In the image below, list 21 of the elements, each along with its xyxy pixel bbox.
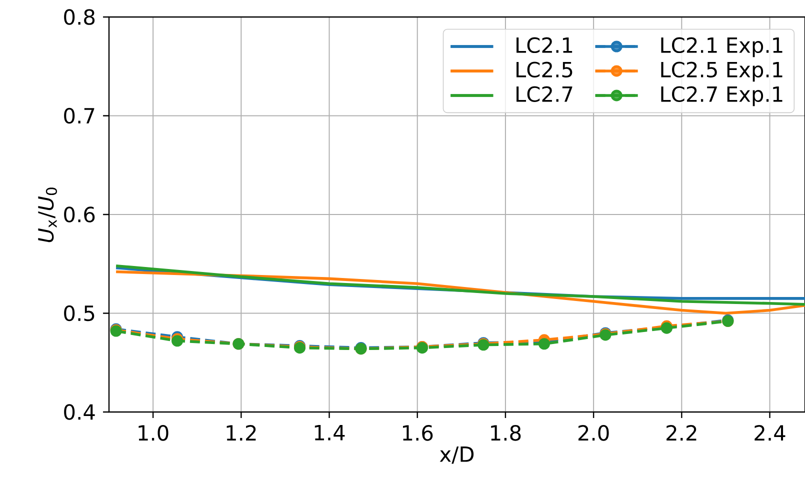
y-tick-label: 0.8 <box>64 9 95 25</box>
legend-label: LC2.1 <box>516 37 572 54</box>
y-tick-label: 0.5 <box>64 305 94 322</box>
x-tick-label: 1.4 <box>314 425 345 440</box>
y-tick-label: 0.4 <box>64 404 95 420</box>
y-tick-label: 0.7 <box>64 108 94 124</box>
x-tick-label: 1.2 <box>226 425 256 441</box>
x-tick-label: 2.2 <box>666 425 696 441</box>
x-tick-label: 1.0 <box>138 425 168 441</box>
x-tick-label: 1.8 <box>491 425 521 441</box>
legend-label: LC2.1 Exp.1 <box>661 37 782 58</box>
legend-label: LC2.5 <box>516 62 572 78</box>
x-tick-label: 1.6 <box>403 425 433 441</box>
x-axis-title: x/D <box>440 446 474 464</box>
y-axis-title: U$_{x}$/U$_{0}$ <box>38 188 58 242</box>
x-tick-label: 2.0 <box>578 425 609 441</box>
x-tick-label: 2.4 <box>754 425 786 441</box>
legend-label: LC2.5 Exp.1 <box>661 62 782 82</box>
legend-label: LC2.7 Exp.1 <box>661 86 782 106</box>
y-tick-label: 0.6 <box>64 206 95 222</box>
legend-label: LC2.7 <box>516 86 572 102</box>
